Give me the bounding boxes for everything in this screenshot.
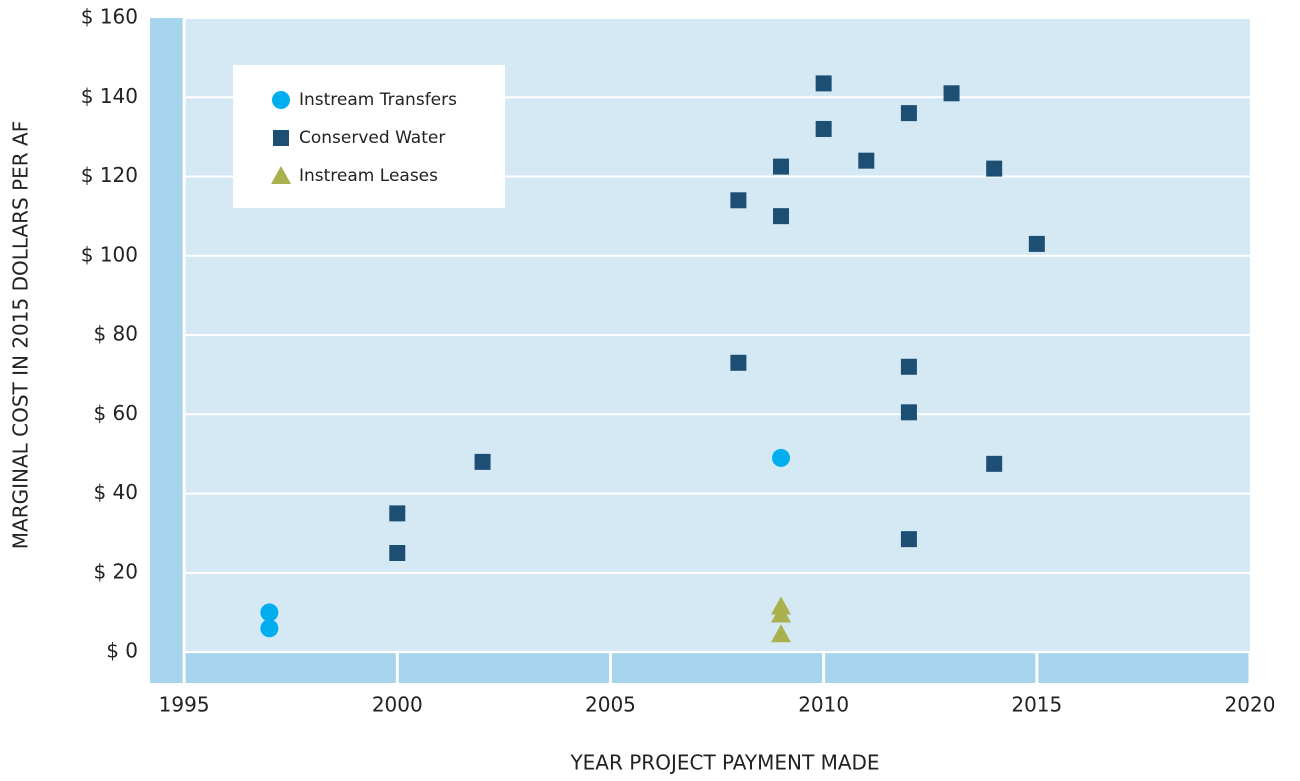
- y-tick-label: $ 20: [93, 559, 138, 583]
- x-tick-label: 1995: [159, 693, 210, 717]
- y-tick-label: $ 120: [81, 163, 138, 187]
- y-tick-label: $ 100: [81, 242, 138, 266]
- point: [260, 619, 279, 638]
- point: [815, 120, 832, 137]
- point: [986, 160, 1003, 177]
- y-tick-label: $ 80: [93, 322, 138, 346]
- point: [389, 545, 406, 562]
- x-tick-label: 2010: [798, 693, 849, 717]
- x-tick-label: 2020: [1225, 693, 1276, 717]
- point: [900, 105, 917, 122]
- point: [389, 505, 406, 522]
- y-tick-label: $ 140: [81, 84, 138, 108]
- point: [730, 192, 747, 209]
- point: [771, 604, 792, 623]
- legend-label: Instream Leases: [299, 166, 438, 186]
- y-tick-label: $ 60: [93, 401, 138, 425]
- point: [730, 354, 747, 371]
- point: [260, 603, 279, 622]
- y-tick-label: $ 0: [106, 639, 138, 663]
- legend-marker: [271, 166, 291, 184]
- x-tick-label: 2005: [585, 693, 636, 717]
- x-axis-label: YEAR PROJECT PAYMENT MADE: [569, 751, 879, 775]
- point: [986, 455, 1003, 472]
- point: [474, 453, 491, 470]
- point: [773, 158, 790, 175]
- legend-marker: [273, 130, 289, 146]
- point: [772, 448, 791, 467]
- legend-marker: [272, 91, 290, 109]
- point: [771, 624, 792, 643]
- y-axis-label: MARGINAL COST IN 2015 DOLLARS PER AF: [9, 121, 33, 549]
- point: [900, 358, 917, 375]
- point: [1028, 235, 1045, 252]
- point: [773, 208, 790, 225]
- x-tick-label: 2015: [1011, 693, 1062, 717]
- point: [943, 85, 960, 102]
- point: [900, 404, 917, 421]
- y-tick-label: $ 40: [93, 480, 138, 504]
- y-tick-label: $ 160: [81, 5, 138, 29]
- point: [815, 75, 832, 92]
- x-tick-label: 2000: [372, 693, 423, 717]
- legend-label: Conserved Water: [299, 128, 445, 148]
- point: [900, 531, 917, 548]
- point: [858, 152, 875, 169]
- legend-label: Instream Transfers: [299, 90, 457, 110]
